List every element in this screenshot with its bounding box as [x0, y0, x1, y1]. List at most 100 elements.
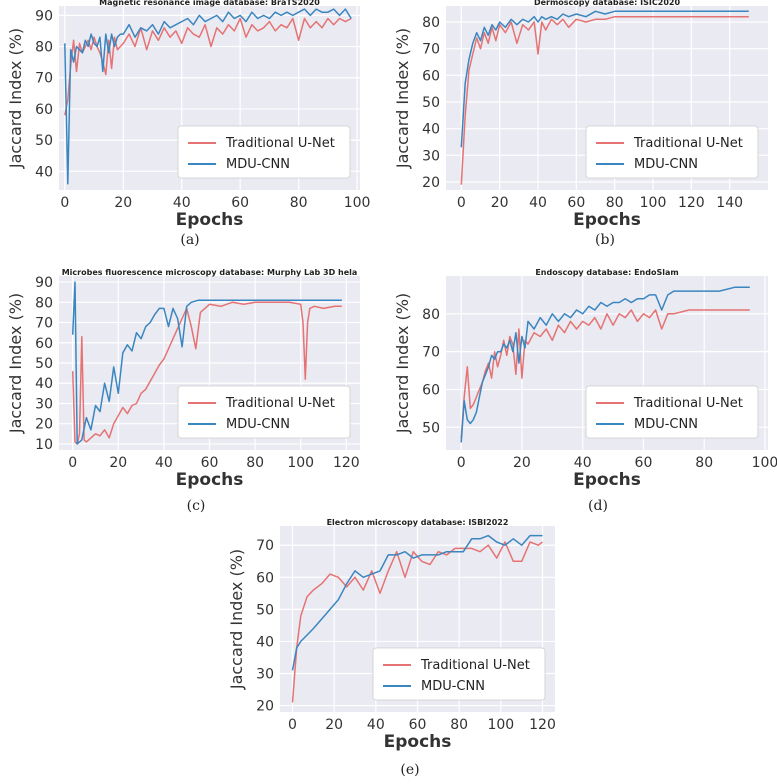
- x-tick-label: 40: [529, 195, 547, 211]
- legend-box: [177, 125, 351, 179]
- y-tick-label: 40: [35, 376, 53, 392]
- y-axis-label: Jaccard Index (%): [6, 28, 25, 169]
- y-tick-label: 50: [422, 95, 440, 111]
- x-tick-label: 20: [491, 195, 509, 211]
- y-tick-label: 30: [422, 148, 440, 164]
- x-tick-label: 80: [695, 455, 713, 471]
- x-tick-label: 100: [487, 717, 514, 733]
- x-tick-label: 80: [290, 195, 308, 211]
- x-tick-label: 20: [109, 455, 127, 471]
- x-tick-label: 100: [344, 195, 371, 211]
- series-line-unet: [460, 309, 750, 439]
- y-tick-label: 30: [35, 396, 53, 412]
- chart-panel-b: 20 30 40 50 60 70 80 0 20 40 60 80 100 120 140 Dermosco…: [0, 0, 777, 230]
- legend-label-unet: Traditional U-Net: [225, 136, 335, 151]
- x-tick-label: 80: [246, 455, 264, 471]
- y-tick-label: 20: [256, 699, 274, 715]
- x-axis-label: Epochs: [384, 732, 452, 752]
- y-tick-label: 50: [35, 356, 53, 372]
- y-tick-label: 70: [256, 538, 274, 554]
- y-tick-label: 70: [422, 42, 440, 58]
- x-tick-label: 60: [231, 195, 249, 211]
- x-axis-label: Epochs: [573, 210, 641, 230]
- y-tick-label: 40: [256, 634, 274, 650]
- legend-box: [372, 647, 546, 701]
- y-tick-label: 40: [35, 164, 53, 180]
- chart-svg-e: 20 30 40 50 60 70 0 20 40 60 80 100 120 Electron micr…: [227, 518, 556, 752]
- x-tick-label: 40: [574, 455, 592, 471]
- x-tick-label: 140: [716, 195, 743, 211]
- chart-title: Endoscopy database: EndoSlam: [535, 268, 678, 277]
- x-tick-label: 40: [367, 717, 385, 733]
- caption-c: (c): [186, 498, 206, 514]
- x-tick-label: 120: [678, 195, 705, 211]
- y-axis-label: Jaccard Index (%): [6, 293, 25, 434]
- chart-title: Magnetic resonance image database: BraTS…: [99, 0, 320, 7]
- chart-title: Electron microscopy database: ISBI2022: [327, 518, 509, 527]
- series-line-unet: [291, 541, 543, 703]
- x-tick-label: 20: [325, 717, 343, 733]
- x-axis-label: Epochs: [176, 470, 244, 490]
- y-tick-label: 60: [256, 570, 274, 586]
- y-tick-label: 80: [35, 295, 53, 311]
- legend-label-mdu: MDU-CNN: [226, 157, 290, 172]
- x-tick-label: 0: [60, 195, 69, 211]
- series-line-mdu: [460, 10, 749, 148]
- chart-panel-a: 40 50 60 70 80 90 0 20 40 60 80 100 Magnetic resonan…: [0, 0, 385, 230]
- series-line-mdu: [460, 286, 750, 443]
- legend-label-mdu: MDU-CNN: [226, 417, 290, 432]
- x-tick-label: 0: [457, 455, 466, 471]
- legend-label-mdu: MDU-CNN: [421, 679, 485, 694]
- legend-label-mdu: MDU-CNN: [634, 417, 698, 432]
- caption-e: (e): [400, 762, 420, 778]
- series-line-mdu: [71, 281, 342, 445]
- y-tick-label: 40: [422, 122, 440, 138]
- legend-box: [585, 125, 759, 179]
- x-tick-label: 100: [287, 455, 314, 471]
- x-axis-label: Epochs: [176, 210, 244, 230]
- x-tick-label: 0: [288, 717, 297, 733]
- x-tick-label: 80: [450, 717, 468, 733]
- x-tick-label: 40: [155, 455, 173, 471]
- caption-a: (a): [180, 232, 200, 248]
- chart-svg-a: 40 50 60 70 80 90 0 20 40 60 80 100 Magnetic resonan…: [6, 0, 371, 230]
- x-tick-label: 20: [114, 195, 132, 211]
- y-tick-label: 60: [35, 102, 53, 118]
- chart-svg-d: 50 60 70 80 0 20 40 60 80 100 Endoscopy database: …: [393, 268, 777, 490]
- legend-box: [585, 385, 759, 439]
- series-line-unet: [64, 17, 352, 116]
- y-tick-label: 10: [35, 437, 53, 453]
- x-tick-label: 60: [409, 717, 427, 733]
- chart-svg-b: 20 30 40 50 60 70 80 0 20 40 60 80 100 120 140 Dermosco…: [393, 0, 768, 230]
- legend-label-unet: Traditional U-Net: [633, 136, 743, 151]
- series-line-unet: [460, 15, 749, 185]
- x-tick-label: 0: [68, 455, 77, 471]
- x-tick-label: 120: [529, 717, 556, 733]
- y-tick-label: 50: [256, 602, 274, 618]
- chart-title: Dermoscopy database: ISIC2020: [534, 0, 681, 7]
- y-tick-label: 50: [35, 133, 53, 149]
- series-line-unet: [71, 301, 342, 445]
- x-tick-label: 20: [513, 455, 531, 471]
- y-tick-label: 90: [35, 8, 53, 24]
- y-tick-label: 60: [422, 382, 440, 398]
- y-tick-label: 80: [422, 15, 440, 31]
- x-tick-label: 40: [173, 195, 191, 211]
- y-tick-label: 80: [35, 40, 53, 56]
- y-tick-label: 60: [422, 68, 440, 84]
- x-tick-label: 0: [457, 195, 466, 211]
- x-tick-label: 60: [567, 195, 585, 211]
- legend-label-mdu: MDU-CNN: [634, 157, 698, 172]
- y-axis-label: Jaccard Index (%): [227, 549, 246, 690]
- y-tick-label: 30: [256, 667, 274, 683]
- y-axis-label: Jaccard Index (%): [393, 28, 412, 169]
- y-tick-label: 70: [422, 345, 440, 361]
- caption-b: (b): [595, 232, 615, 248]
- legend-label-unet: Traditional U-Net: [225, 396, 335, 411]
- x-tick-label: 100: [752, 455, 777, 471]
- x-axis-label: Epochs: [573, 470, 641, 490]
- y-tick-label: 20: [35, 417, 53, 433]
- chart-title: Microbes fluorescence microscopy databas…: [62, 268, 358, 277]
- chart-panel-d: 50 60 70 80 0 20 40 60 80 100 Endoscopy database: …: [393, 268, 777, 490]
- y-tick-label: 70: [35, 71, 53, 87]
